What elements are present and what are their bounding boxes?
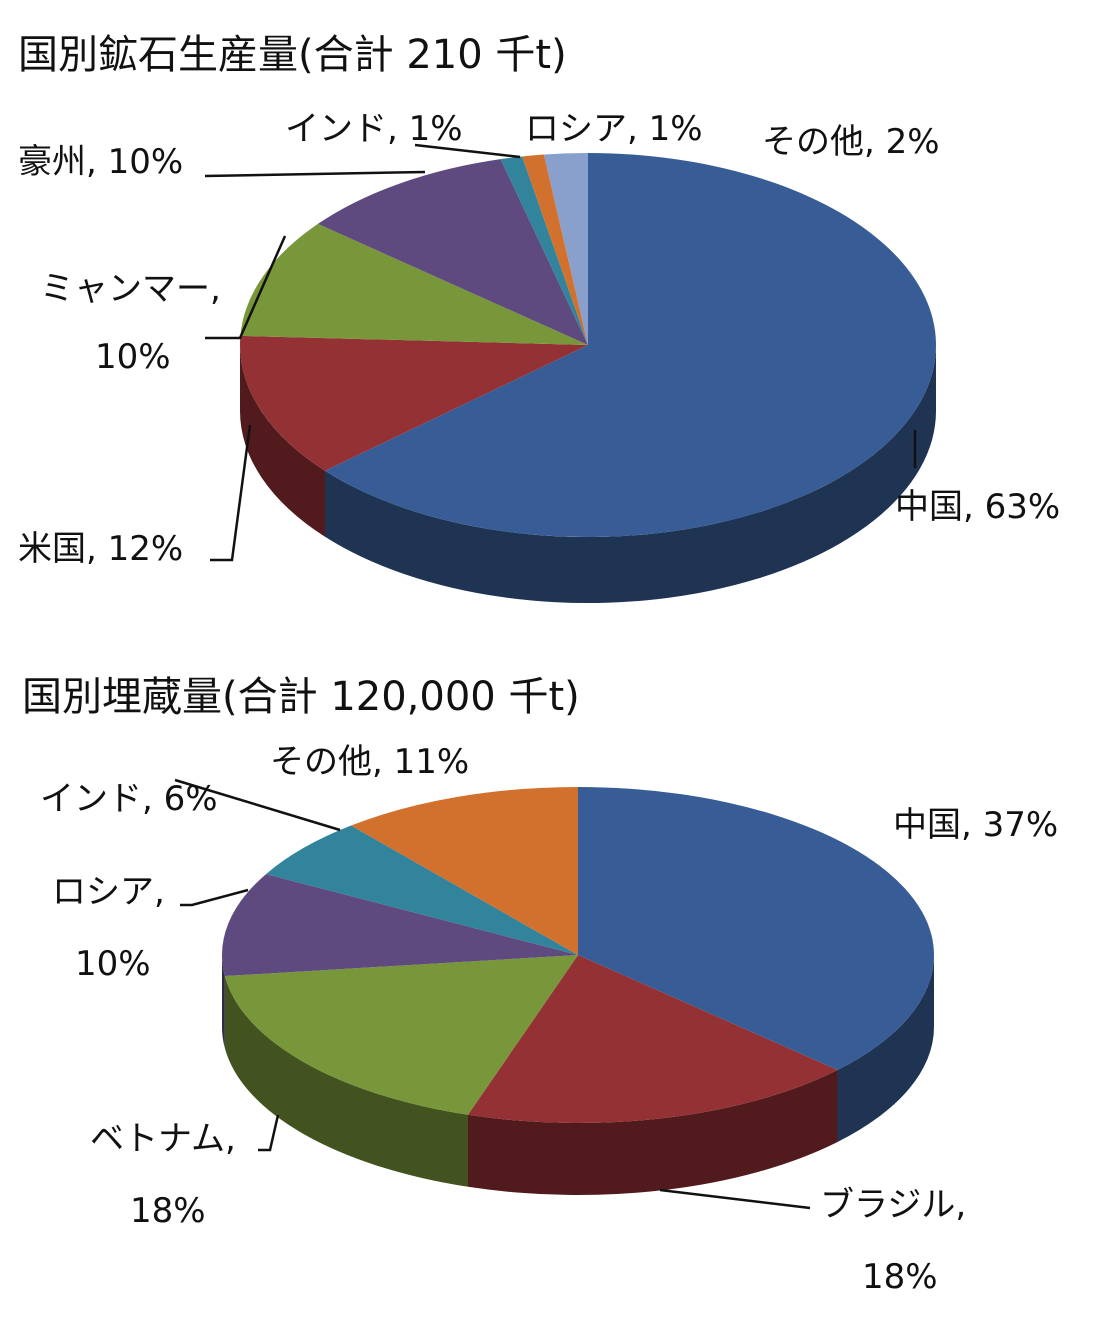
data-label-line: 18% — [862, 1257, 938, 1297]
pie — [221, 787, 934, 1195]
data-label: ロシア, 10% — [52, 872, 165, 984]
data-label-line: ミャンマー, — [40, 269, 221, 309]
data-label-line: ロシア, — [52, 872, 165, 912]
data-label: その他, 2% — [762, 122, 940, 162]
pie-slice — [467, 955, 838, 1123]
leader-line — [174, 778, 341, 832]
pie-slice — [221, 874, 578, 977]
leader-line — [204, 170, 426, 178]
pie-side — [467, 1070, 838, 1195]
pie-side — [837, 955, 934, 1143]
pie-side — [240, 345, 325, 537]
leader-line — [414, 143, 521, 159]
data-label: ロシア, 1% — [525, 109, 703, 149]
leader-line — [210, 424, 252, 562]
data-label: インド, 6% — [40, 779, 218, 819]
data-label: 米国, 12% — [18, 529, 183, 569]
pie-slice — [240, 335, 588, 471]
data-label: 中国, 63% — [895, 487, 1060, 527]
leader-line — [258, 1114, 280, 1152]
data-label: ミャンマー, 10% — [40, 269, 221, 377]
pie-slice — [240, 223, 588, 345]
data-label: インド, 1% — [285, 109, 463, 149]
pie-side — [224, 976, 468, 1187]
pie-slice — [317, 159, 588, 345]
data-label-line: 10% — [75, 944, 151, 984]
pie-slice — [522, 154, 588, 345]
pie-slice — [351, 787, 578, 955]
data-label-line: ブラジル, — [820, 1185, 966, 1225]
data-label: 中国, 37% — [893, 805, 1058, 845]
data-label: ベトナム, 18% — [90, 1119, 236, 1231]
pie-slice — [500, 156, 588, 345]
pie-slice — [324, 153, 936, 537]
data-label-line: 18% — [130, 1191, 206, 1231]
data-label-line: ベトナム, — [90, 1119, 236, 1159]
pie-slice — [224, 955, 578, 1115]
leader-line — [205, 235, 287, 340]
pie-slice — [578, 787, 934, 1071]
pie-slice — [543, 153, 588, 345]
leader-line — [659, 1188, 811, 1210]
chart-title: 国別埋蔵量(合計 120,000 千t) — [22, 674, 580, 720]
chart-title: 国別鉱石生産量(合計 210 千t) — [18, 32, 567, 78]
data-label-line: 10% — [95, 337, 171, 377]
pie-slice — [266, 825, 578, 955]
pie-side — [324, 345, 936, 603]
pie — [240, 153, 936, 603]
pie-side — [222, 955, 225, 1049]
data-label: ブラジル, 18% — [820, 1185, 966, 1297]
data-label: 豪州, 10% — [18, 142, 183, 182]
leader-line — [180, 888, 249, 907]
data-label: その他, 11% — [270, 742, 469, 782]
